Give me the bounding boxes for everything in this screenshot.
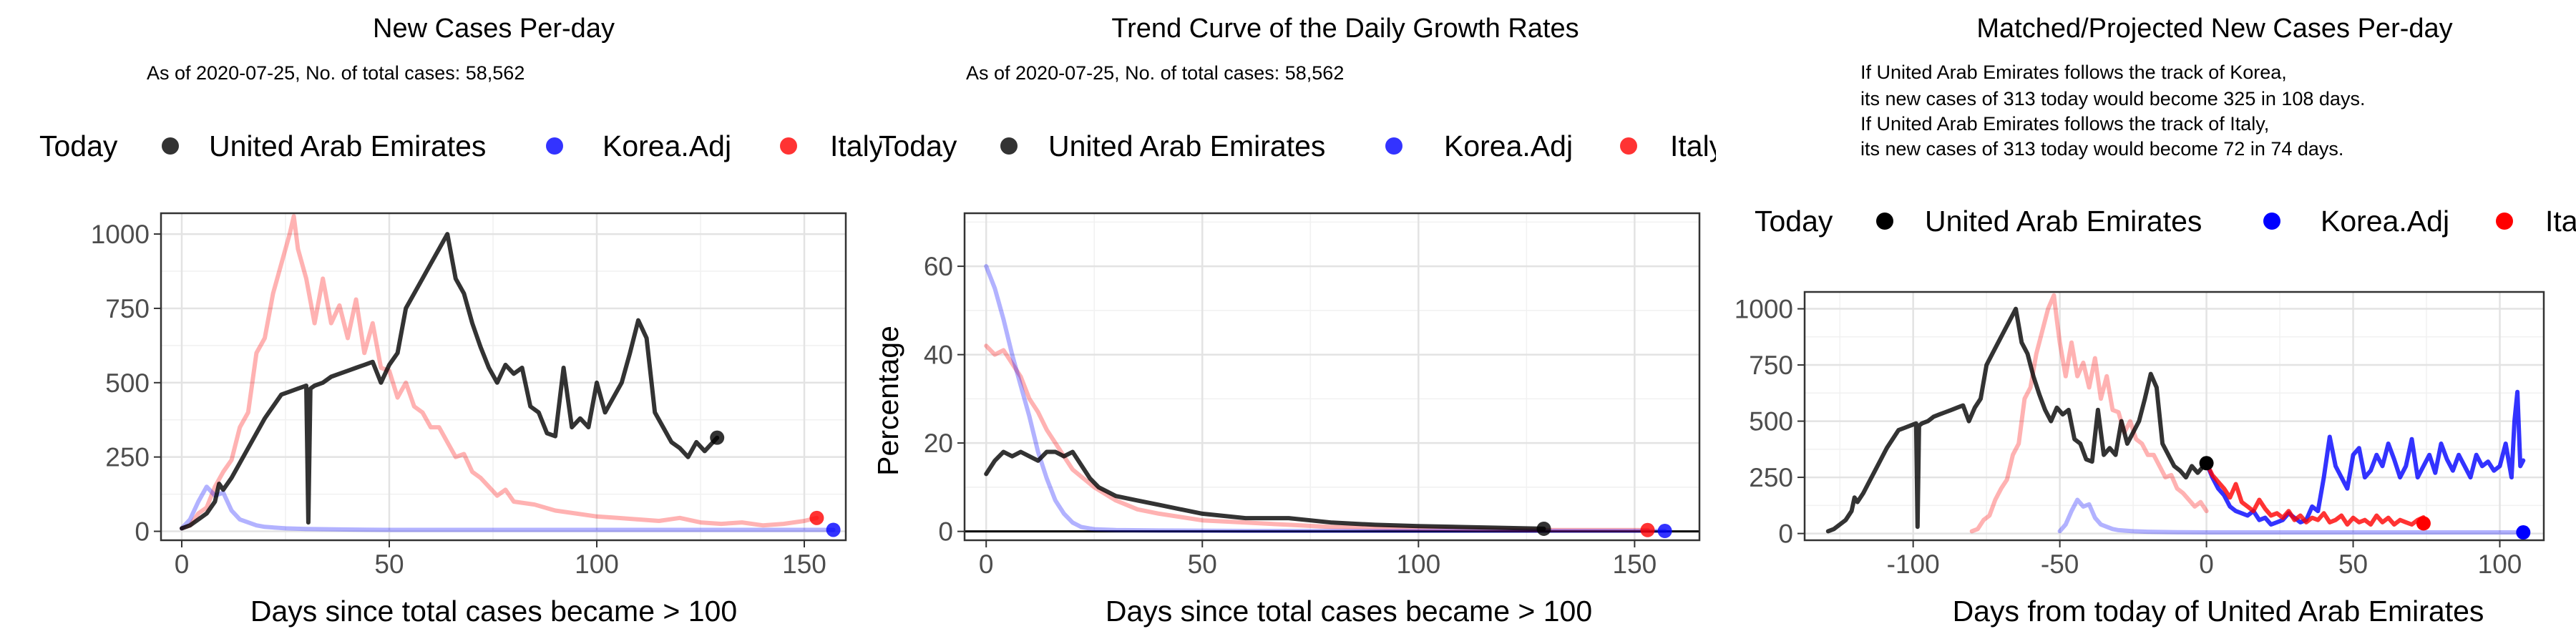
x-tick-label: 100 <box>1396 550 1440 579</box>
y-tick-label: 0 <box>135 517 150 547</box>
legend-key-korea <box>546 137 563 155</box>
panel-title: Trend Curve of the Daily Growth Rates <box>1111 14 1579 44</box>
y-tick-label: 500 <box>105 369 150 398</box>
legend-label-uae: United Arab Emirates <box>209 130 486 162</box>
x-tick-label: 50 <box>374 550 404 579</box>
x-tick-label: 50 <box>1188 550 1217 579</box>
plot-border <box>965 213 1699 540</box>
series-line-italy-projected <box>2207 463 2424 525</box>
today-point-korea-adj <box>2516 525 2530 540</box>
panel-projected: Matched/Projected New Cases Per-day If U… <box>1735 14 2576 628</box>
x-axis-label: Days from today of United Arab Emirates <box>1953 595 2484 628</box>
projection-annotation: If United Arab Emirates follows the trac… <box>1860 62 2365 160</box>
minor-grid <box>965 213 1699 540</box>
legend-clip: Italy <box>1670 130 1724 162</box>
y-tick-label: 60 <box>924 252 953 281</box>
y-tick-label: 40 <box>924 341 953 370</box>
legend-label-uae: United Arab Emirates <box>1048 130 1325 162</box>
legend-key-uae <box>1876 213 1893 230</box>
legend-key-italy <box>2496 213 2513 230</box>
legend-title: Today <box>1755 205 1833 238</box>
legend-title: Today <box>39 130 118 162</box>
legend-label-korea: Korea.Adj <box>602 130 731 162</box>
annotation-line: its new cases of 313 today would become … <box>1860 88 2365 109</box>
panel-new-cases: New Cases Per-day As of 2020-07-25, No. … <box>39 14 884 628</box>
x-axis: 0 50 100 150 <box>979 213 1657 579</box>
legend: Today United Arab Emirates Korea.Adj Ita… <box>879 130 1724 162</box>
legend-clip: Italy <box>830 130 884 162</box>
legend-key-uae <box>162 137 179 155</box>
plot-area: 0 50 100 150 0 20 40 60 <box>924 213 1699 579</box>
panel-growth-rates: Trend Curve of the Daily Growth Rates As… <box>872 14 1724 628</box>
y-tick-label: 1000 <box>1735 295 1793 324</box>
series-line-italy <box>182 216 816 528</box>
legend-key-italy <box>780 137 797 155</box>
x-tick-label: 50 <box>2338 550 2368 579</box>
series-layer <box>1828 296 2531 540</box>
y-axis-label: Percentage <box>872 326 904 476</box>
legend-label-korea: Korea.Adj <box>2321 205 2449 238</box>
series-line-united-arab-emirates <box>1828 309 2207 532</box>
today-point-italy <box>2416 516 2431 530</box>
x-tick-label: 100 <box>575 550 619 579</box>
series-layer <box>182 216 841 537</box>
panel-subtitle: As of 2020-07-25, No. of total cases: 58… <box>147 62 525 84</box>
legend-label-italy: Italy <box>2545 205 2576 238</box>
panel-subtitle: As of 2020-07-25, No. of total cases: 58… <box>966 62 1344 84</box>
legend-key-italy <box>1620 137 1637 155</box>
today-point-korea-adj <box>826 522 841 537</box>
legend-key-korea <box>1385 137 1402 155</box>
x-tick-label: -100 <box>1887 550 1940 579</box>
today-point-united-arab-emirates <box>2200 456 2214 470</box>
panel-title: New Cases Per-day <box>373 14 615 44</box>
legend-key-korea <box>2263 213 2280 230</box>
y-axis: 0 250 500 750 1000 <box>91 220 846 546</box>
y-tick-label: 0 <box>938 517 953 547</box>
x-axis-label: Days since total cases became > 100 <box>1106 595 1592 628</box>
y-tick-label: 750 <box>1749 351 1793 380</box>
y-tick-label: 20 <box>924 429 953 458</box>
today-point-korea-adj <box>1658 524 1672 538</box>
annotation-line: If United Arab Emirates follows the trac… <box>1860 62 2287 83</box>
legend-label-italy: Italy <box>830 130 884 162</box>
legend-title: Today <box>879 130 957 162</box>
plot-area: 0 50 100 150 0 250 500 750 1000 <box>91 213 846 579</box>
legend-label-uae: United Arab Emirates <box>1925 205 2202 238</box>
y-tick-label: 500 <box>1749 407 1793 436</box>
annotation-line: If United Arab Emirates follows the trac… <box>1860 113 2269 135</box>
legend-label-italy: Italy <box>1670 130 1724 162</box>
legend: Today United Arab Emirates Korea.Adj Ita… <box>1755 205 2576 238</box>
annotation-line: its new cases of 313 today would become … <box>1860 138 2343 160</box>
panel-title: Matched/Projected New Cases Per-day <box>1976 14 2452 44</box>
y-tick-label: 0 <box>1778 519 1793 549</box>
series-line-italy <box>1972 296 2207 532</box>
x-tick-label: 0 <box>175 550 190 579</box>
x-tick-label: 150 <box>782 550 826 579</box>
today-point-united-arab-emirates <box>1537 522 1551 536</box>
x-tick-label: 0 <box>2199 550 2214 579</box>
x-tick-label: 100 <box>2478 550 2522 579</box>
legend-key-uae <box>1000 137 1018 155</box>
series-line-korea-adj-projected <box>2207 392 2524 525</box>
y-tick-label: 750 <box>105 294 150 323</box>
y-tick-label: 250 <box>105 443 150 472</box>
x-axis-label: Days since total cases became > 100 <box>250 595 737 628</box>
series-layer <box>965 266 1699 538</box>
series-line-italy <box>986 346 1647 530</box>
y-tick-label: 250 <box>1749 463 1793 492</box>
y-tick-label: 1000 <box>91 220 150 249</box>
today-point-italy <box>809 511 824 525</box>
x-tick-label: 0 <box>979 550 994 579</box>
x-tick-label: 150 <box>1613 550 1657 579</box>
legend-clip: Italy <box>2545 205 2576 238</box>
today-point-italy <box>1641 523 1655 537</box>
today-point-united-arab-emirates <box>710 431 724 445</box>
legend-label-korea: Korea.Adj <box>1444 130 1573 162</box>
x-tick-label: -50 <box>2041 550 2079 579</box>
legend: Today United Arab Emirates Korea.Adj Ita… <box>39 130 884 162</box>
series-line-united-arab-emirates <box>182 234 717 528</box>
